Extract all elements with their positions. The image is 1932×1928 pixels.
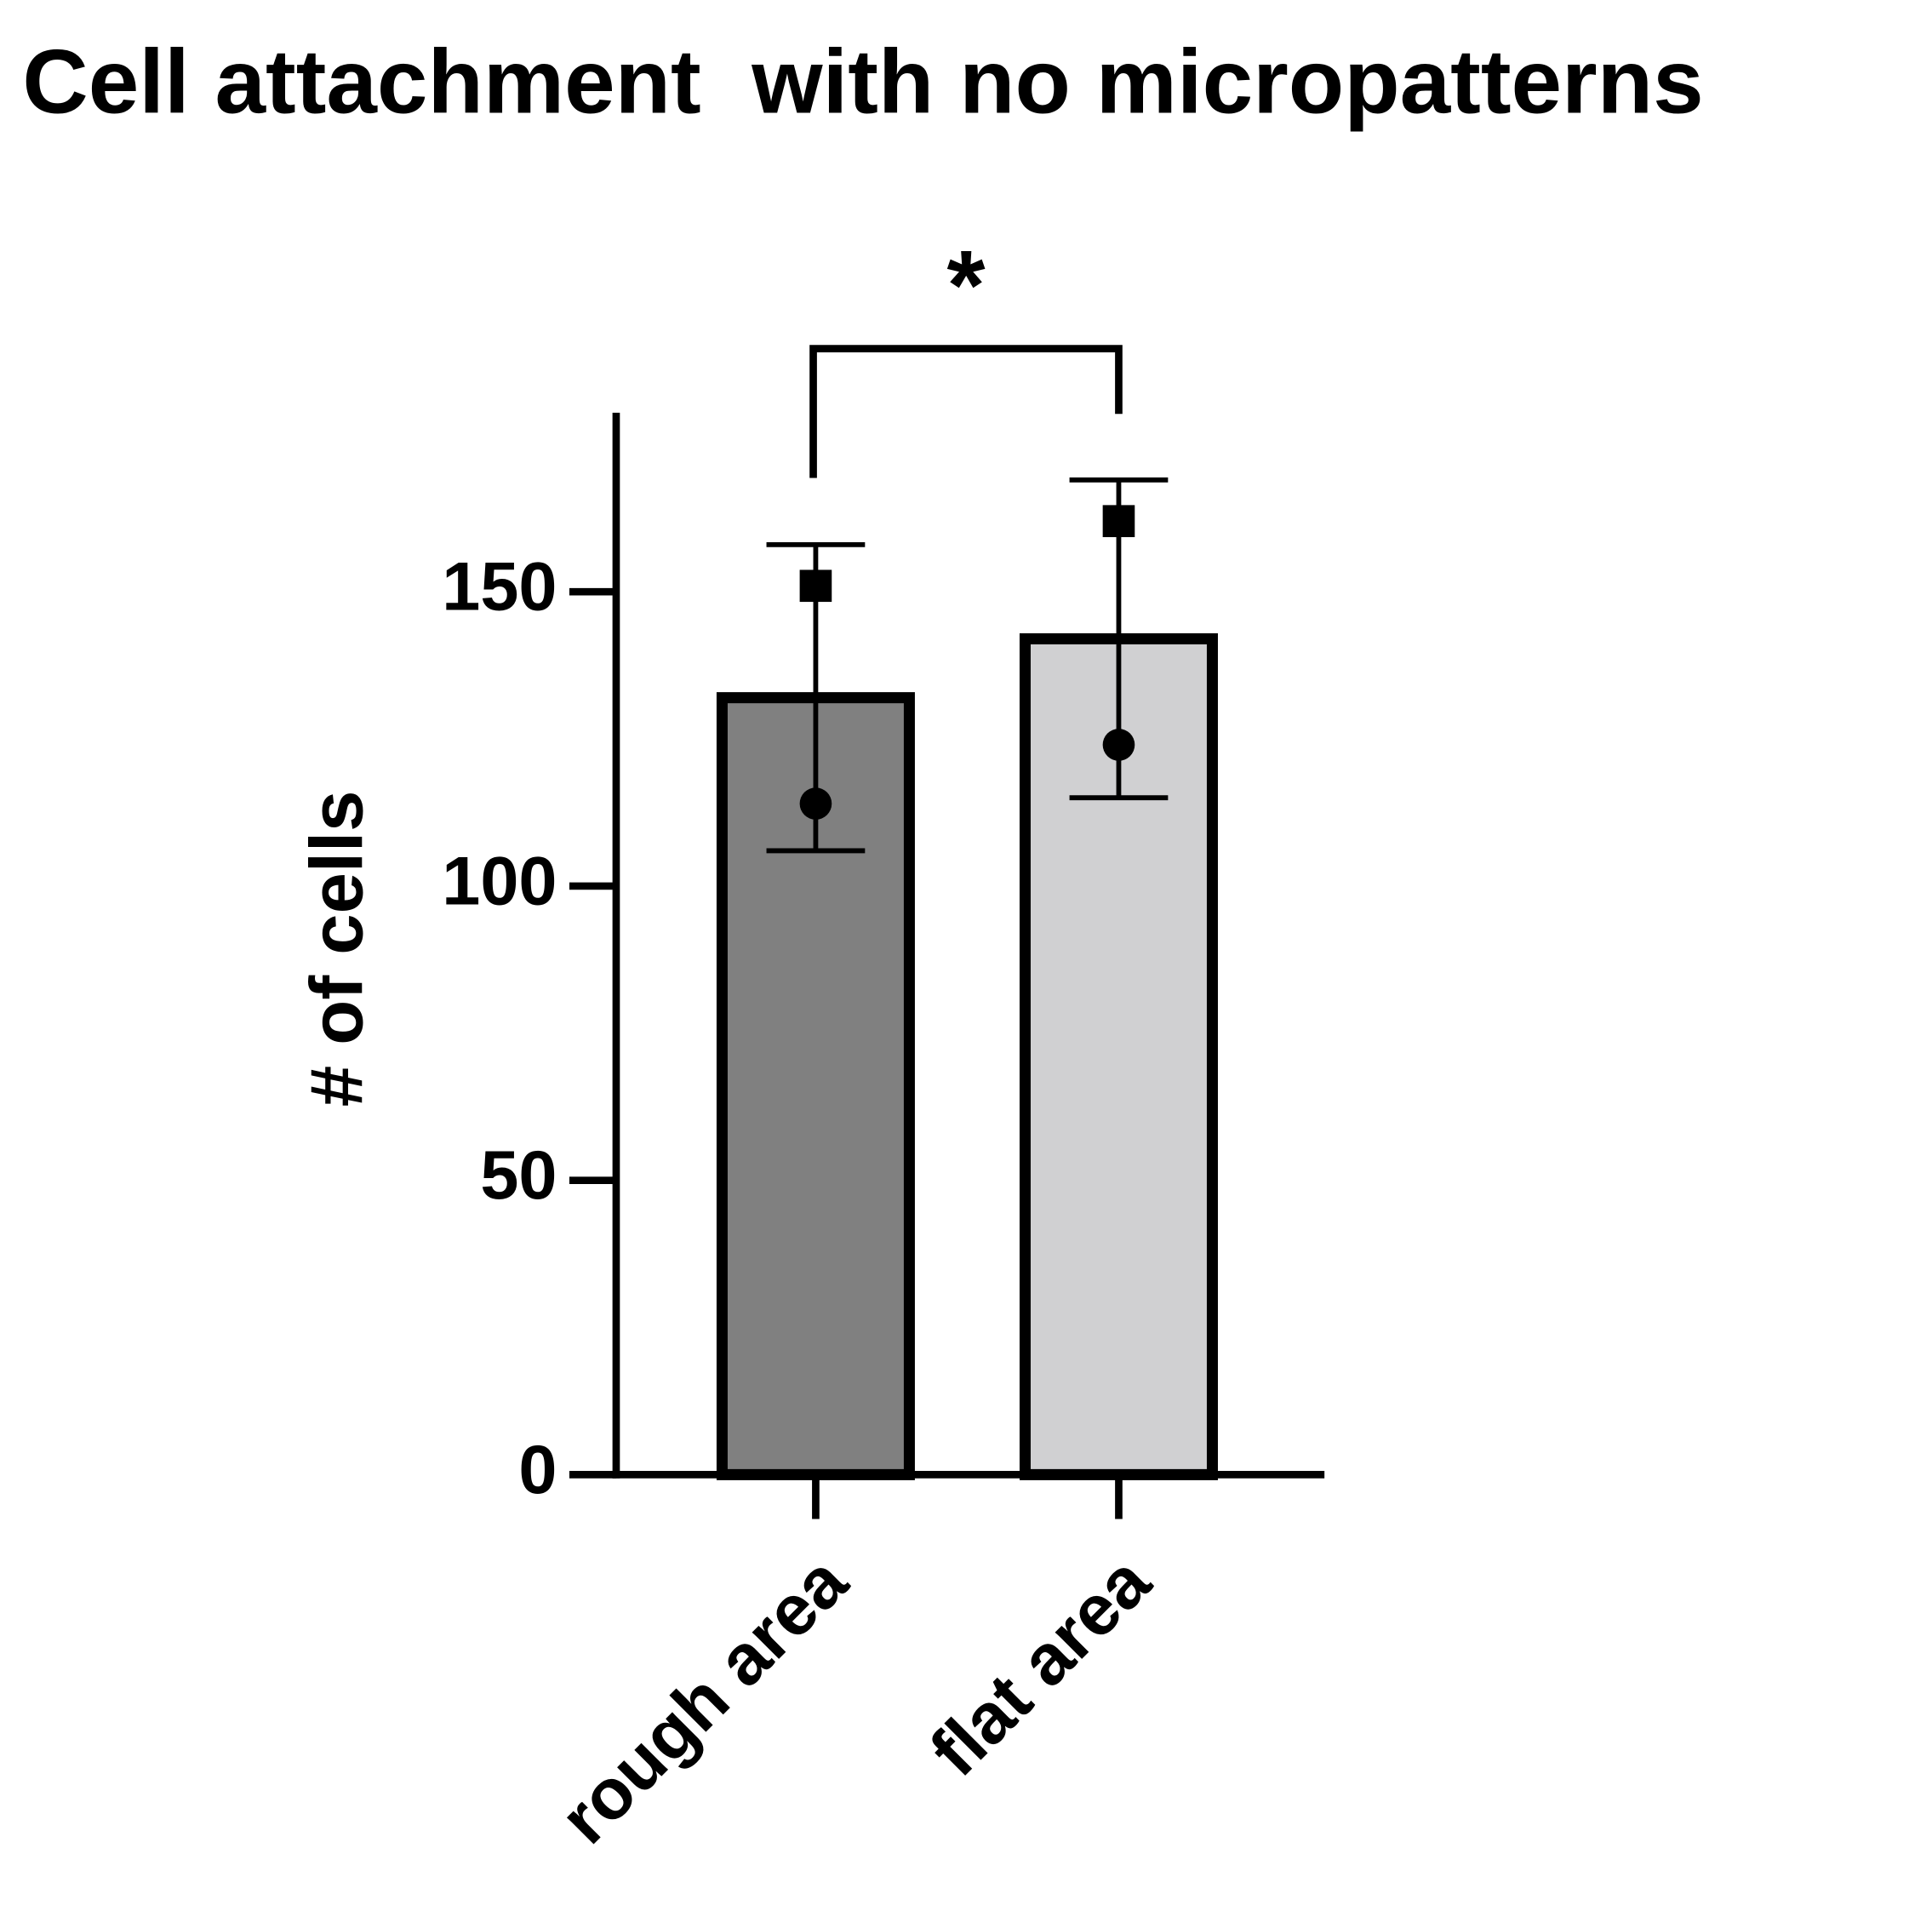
y-tick-label: 150: [442, 549, 557, 626]
data-point: [799, 787, 832, 820]
significance-label: *: [946, 230, 985, 340]
y-tick-label: 0: [518, 1432, 557, 1508]
significance-bracket: [809, 345, 1123, 478]
y-tick-label: 100: [442, 843, 557, 919]
x-tick-label: flat area: [915, 1540, 1166, 1791]
x-tick-label: rough area: [545, 1540, 863, 1858]
chart-title: Cell attachment with no micropatterns: [22, 30, 1703, 132]
data-point: [799, 569, 832, 603]
data-point: [1102, 505, 1135, 538]
y-tick-label: 50: [480, 1137, 557, 1214]
y-axis-label: # of cells: [296, 791, 379, 1107]
data-point: [1102, 729, 1135, 761]
